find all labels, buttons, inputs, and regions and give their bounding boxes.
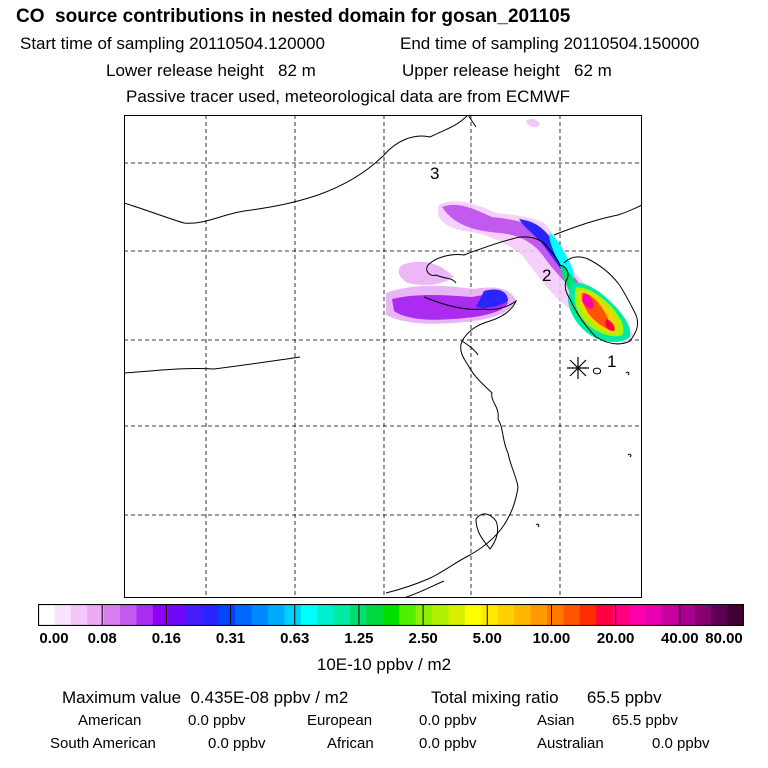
colorbar <box>38 604 744 626</box>
receptor-asterisk-icon <box>567 357 589 379</box>
colorbar-tick-label: 10.00 <box>532 630 571 647</box>
colorbar-tick-label: 5.00 <box>472 630 502 647</box>
colorbar-tick-label: 0.08 <box>87 630 117 647</box>
upper-release-height-label: Upper release height 62 m <box>402 61 612 80</box>
colorbar-cell <box>235 604 253 626</box>
colorbar-cell <box>727 604 744 626</box>
colorbar-tick-label: 0.00 <box>39 630 69 647</box>
colorbar-cell <box>563 604 581 626</box>
map-panel: 3 2 1 <box>124 115 642 598</box>
colorbar-cell <box>169 604 187 626</box>
american-value: 0.0 ppbv <box>188 712 246 729</box>
colorbar-tick-label: 40.00 <box>661 630 699 647</box>
colorbar-cell <box>152 604 170 626</box>
concentration-plume <box>386 118 634 343</box>
end-time-label: End time of sampling 20110504.150000 <box>400 34 700 53</box>
asian-label: Asian <box>537 712 575 729</box>
colorbar-tick-label: 0.63 <box>280 630 310 647</box>
south-american-label: South American <box>50 735 156 752</box>
colorbar-cell <box>546 604 564 626</box>
australian-label: Australian <box>537 735 604 752</box>
tracer-note: Passive tracer used, meteorological data… <box>126 87 571 106</box>
lat-lon-grid <box>124 115 642 598</box>
colorbar-tick-label: 0.16 <box>151 630 181 647</box>
map-label-2: 2 <box>542 266 551 285</box>
south-american-value: 0.0 ppbv <box>208 735 266 752</box>
colorbar-tick-label: 20.00 <box>596 630 635 647</box>
map-label-1: 1 <box>607 352 616 371</box>
maximum-value-label: Maximum value 0.435E-08 ppbv / m2 <box>62 688 349 707</box>
colorbar-units-label: 10E-10 ppbv / m2 <box>316 655 452 674</box>
colorbar-cell <box>514 604 532 626</box>
colorbar-cell <box>87 604 105 626</box>
colorbar-cell <box>70 604 88 626</box>
colorbar-cell <box>415 604 433 626</box>
american-label: American <box>78 712 142 729</box>
colorbar-cell <box>596 604 614 626</box>
colorbar-cell <box>399 604 417 626</box>
lower-release-height-label: Lower release height 82 m <box>106 61 316 80</box>
colorbar-tick-label: 80.00 <box>705 630 743 647</box>
european-label: European <box>307 712 373 729</box>
colorbar-cell <box>530 604 548 626</box>
african-label: African <box>327 735 374 752</box>
african-value: 0.0 ppbv <box>419 735 477 752</box>
colorbar-cell <box>54 604 72 626</box>
colorbar-cell <box>103 604 121 626</box>
map-label-3: 3 <box>430 164 439 183</box>
colorbar-cell <box>448 604 466 626</box>
colorbar-cell <box>38 604 56 626</box>
colorbar-cell <box>202 604 220 626</box>
colorbar-tick-label: 1.25 <box>344 630 374 647</box>
colorbar-cell <box>497 604 515 626</box>
colorbar-cell <box>185 604 203 626</box>
colorbar-cell <box>366 604 384 626</box>
colorbar-tick-label: 2.50 <box>408 630 438 647</box>
colorbar-cell <box>218 604 236 626</box>
colorbar-cell <box>120 604 138 626</box>
colorbar-cell <box>678 604 696 626</box>
colorbar-cell <box>432 604 450 626</box>
colorbar-cell <box>661 604 679 626</box>
colorbar-cell <box>267 604 285 626</box>
colorbar-cell <box>579 604 597 626</box>
colorbar-cell <box>284 604 302 626</box>
total-mixing-ratio-label: Total mixing ratio 65.5 ppbv <box>431 688 662 707</box>
coastlines <box>124 115 642 598</box>
colorbar-cell <box>300 604 318 626</box>
asian-value: 65.5 ppbv <box>612 712 678 729</box>
colorbar-cell <box>629 604 647 626</box>
colorbar-cell <box>382 604 400 626</box>
colorbar-cell <box>251 604 269 626</box>
european-value: 0.0 ppbv <box>419 712 477 729</box>
australian-value: 0.0 ppbv <box>652 735 710 752</box>
colorbar-cell <box>464 604 482 626</box>
colorbar-cell <box>612 604 630 626</box>
colorbar-tick-label: 0.31 <box>215 630 246 647</box>
colorbar-cell <box>481 604 499 626</box>
colorbar-cell <box>645 604 663 626</box>
figure-title: CO source contributions in nested domain… <box>16 6 571 27</box>
colorbar-cell <box>694 604 712 626</box>
colorbar-cell <box>333 604 351 626</box>
start-time-label: Start time of sampling 20110504.120000 <box>20 34 325 53</box>
colorbar-cell <box>317 604 335 626</box>
colorbar-cell <box>711 604 729 626</box>
colorbar-cell <box>136 604 154 626</box>
